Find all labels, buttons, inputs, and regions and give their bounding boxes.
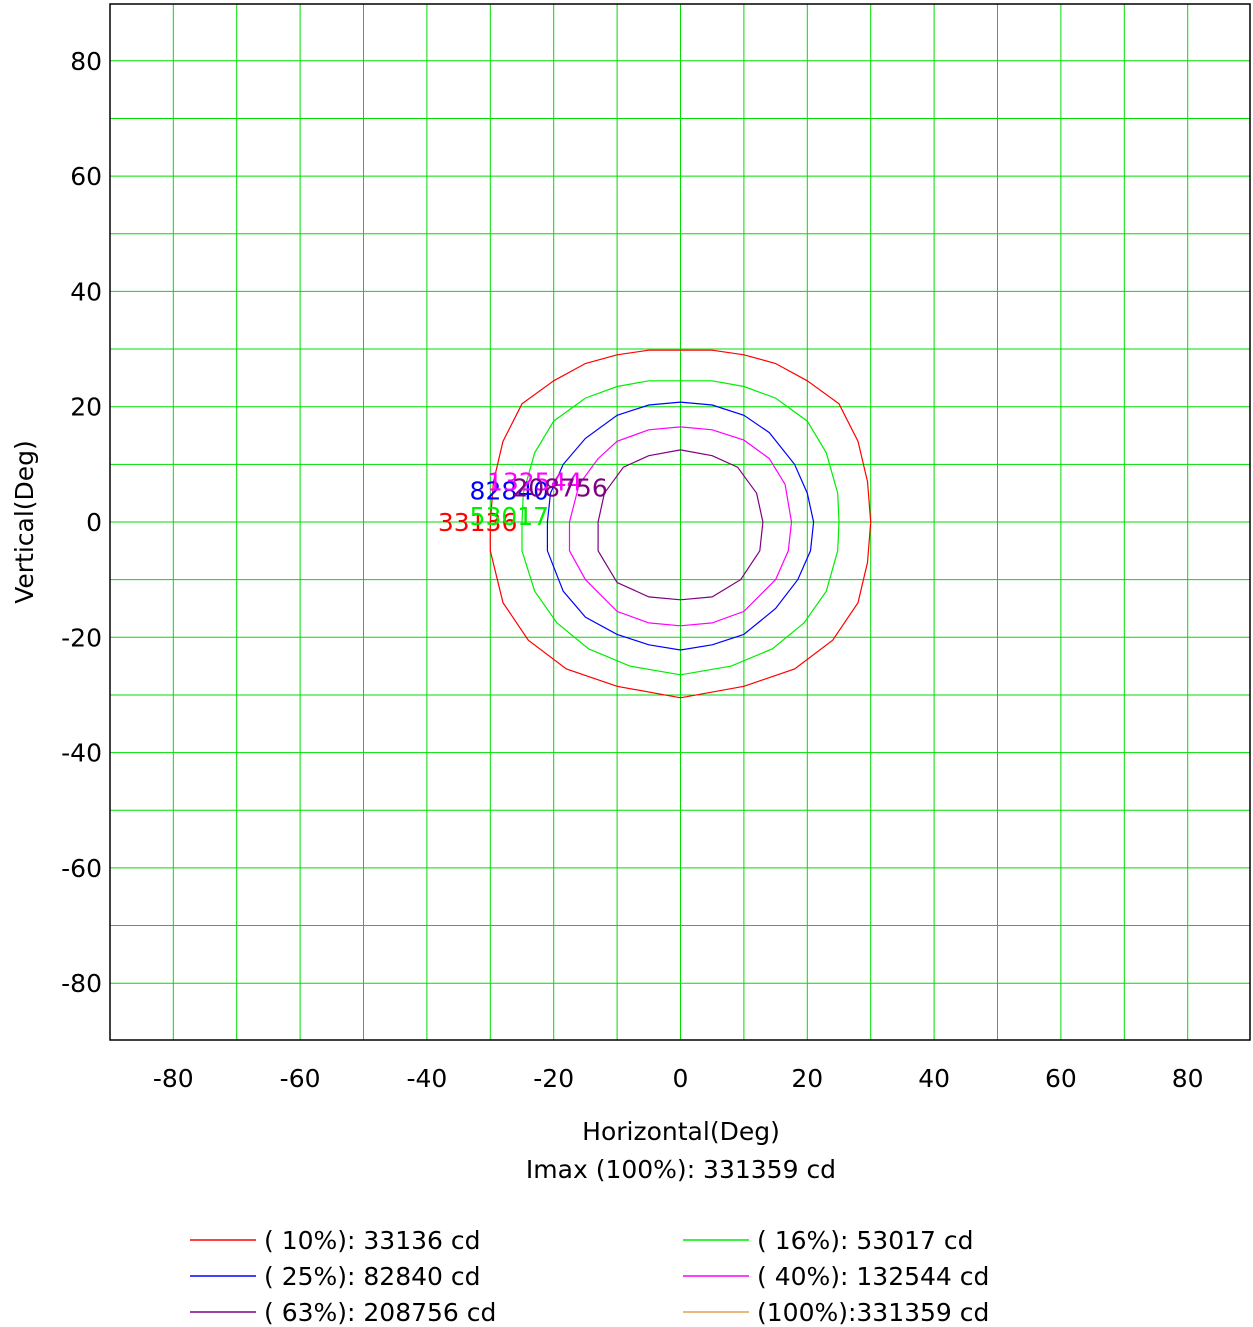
x-tick-label: 20	[791, 1064, 823, 1093]
x-tick-label: 80	[1172, 1064, 1204, 1093]
y-tick-label: 0	[86, 508, 102, 537]
x-tick-label: -40	[406, 1064, 447, 1093]
y-tick-label: 60	[70, 162, 102, 191]
contour-label: 33136	[438, 508, 518, 537]
x-axis-ticks: -80 -60 -40 -20 0 20 40 60 80	[153, 1064, 1204, 1093]
y-tick-label: -60	[61, 854, 102, 883]
x-tick-label: 60	[1045, 1064, 1077, 1093]
legend-label: ( 25%): 82840 cd	[264, 1262, 480, 1291]
legend: ( 10%): 33136 cd ( 16%): 53017 cd ( 25%): …	[190, 1226, 989, 1327]
x-tick-label: -60	[280, 1064, 321, 1093]
legend-label: (100%):331359 cd	[757, 1298, 989, 1327]
isocandela-contour	[597, 449, 764, 601]
y-axis-label: Vertical(Deg)	[10, 440, 39, 604]
y-tick-label: -20	[61, 623, 102, 652]
y-tick-label: -80	[61, 969, 102, 998]
isocandela-contour	[521, 380, 840, 676]
contour-label: 53017	[470, 502, 550, 531]
x-tick-label: -20	[533, 1064, 574, 1093]
chart-subtitle: Imax (100%): 331359 cd	[526, 1155, 836, 1184]
contour-label: 82840	[470, 476, 550, 505]
plot-frame	[109, 3, 1251, 1041]
legend-label: ( 16%): 53017 cd	[757, 1226, 973, 1255]
legend-label: ( 10%): 33136 cd	[264, 1226, 480, 1255]
y-axis-ticks: 80 60 40 20 0 -20 -40 -60 -80	[61, 47, 102, 998]
y-tick-label: 20	[70, 393, 102, 422]
legend-label: ( 63%): 208756 cd	[264, 1298, 496, 1327]
x-tick-label: -80	[153, 1064, 194, 1093]
x-tick-label: 40	[918, 1064, 950, 1093]
isocandela-contour	[568, 426, 793, 627]
y-tick-label: 80	[70, 47, 102, 76]
x-axis-label: Horizontal(Deg)	[582, 1117, 780, 1146]
y-tick-label: -40	[61, 739, 102, 768]
isocandela-contour	[546, 401, 815, 651]
contour-label: 132544	[487, 468, 582, 497]
grid	[110, 4, 1250, 1040]
isocandela-contour	[489, 349, 872, 699]
legend-label: ( 40%): 132544 cd	[757, 1262, 989, 1291]
y-tick-label: 40	[70, 277, 102, 306]
x-tick-label: 0	[673, 1064, 689, 1093]
contour-label: 208756	[512, 473, 607, 502]
